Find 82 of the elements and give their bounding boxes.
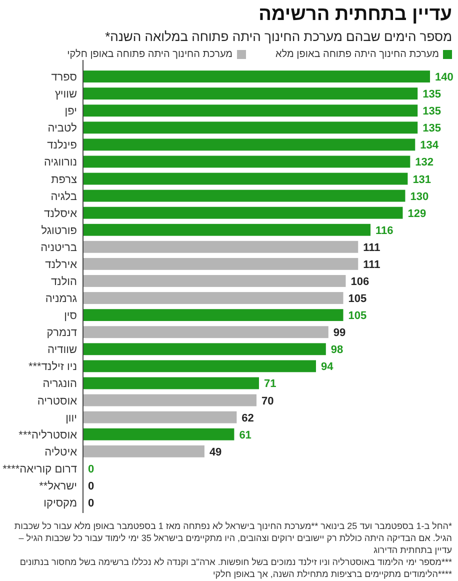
chart-subtitle: מספר הימים שבהם מערכת החינוך היתה פתוחה במלואה השנה*	[104, 29, 452, 44]
bar	[83, 156, 410, 168]
bar	[83, 377, 259, 390]
text: *החל ב-1 בספטמבר ועד 25 בינואר **מערכת החינוך בישראל לא נפתחה מאז 1 בספטמבר באופן מלא עבור כל שכבות הגיל. אם הבדיקה היתה כוללת רק יישובים ירוקים וצהובים, היו מתקיימים בישראל 35 ימי לימוד עבור כל שכבות הגיל – עדיין בתחתית הדירוג	[13, 520, 452, 556]
data-label: 0	[88, 480, 94, 492]
data-label: 132	[415, 156, 434, 169]
y-tick-label: גרמניה	[45, 293, 78, 306]
bar	[83, 104, 418, 117]
bar	[83, 326, 328, 338]
text: ***מספר ימי הלימוד באוסטרליה וניו זילנד נמוכים בשל חופשות. ארה"ב וקנדה לא נכללו ברשימה בשל מחסור בנתונים	[18, 556, 452, 568]
y-tick-label: לטביה	[48, 122, 78, 135]
y-tick-label: נורווגיה	[44, 156, 77, 169]
bar	[83, 224, 371, 236]
y-tick-label: הולנד	[50, 276, 78, 288]
y-tick-label: סין	[64, 310, 77, 322]
y-tick-label: בריטניה	[40, 242, 78, 254]
data-label: 131	[412, 174, 432, 186]
y-tick-label: איטליה	[44, 446, 78, 458]
data-label: 111	[363, 242, 380, 254]
bar	[83, 122, 418, 134]
y-tick-label: ספרד	[51, 72, 77, 84]
y-tick-label: ישראל**	[39, 480, 77, 492]
data-label: 106	[350, 276, 370, 288]
y-tick-label: מקסיקו	[44, 497, 77, 510]
bar	[83, 88, 418, 100]
bar	[83, 275, 346, 287]
bar	[83, 428, 234, 440]
data-label: 105	[348, 293, 367, 306]
y-tick-label: אירלנד	[45, 258, 78, 271]
bar	[83, 411, 237, 424]
bar	[83, 343, 326, 356]
data-label: 111	[363, 258, 380, 271]
legend-label: מערכת החינוך היתה פתוחה באופן חלקי	[67, 49, 234, 60]
y-tick-label: פורטוגל	[41, 224, 78, 237]
y-tick-label: יפן	[64, 106, 77, 118]
data-label: 129	[408, 208, 426, 220]
data-label: 0	[88, 497, 94, 510]
bar	[83, 360, 316, 372]
bar	[83, 190, 406, 202]
bar	[83, 394, 256, 406]
y-tick-label: דנמרק	[46, 327, 77, 340]
data-label: 140	[435, 72, 454, 84]
data-label: 71	[264, 378, 276, 390]
y-tick-label: יוון	[66, 412, 77, 424]
data-label: 116	[376, 224, 394, 237]
bar	[83, 206, 403, 219]
data-label: 105	[348, 310, 367, 322]
data-label: 135	[422, 88, 441, 101]
y-tick-label: אוסטריה	[37, 395, 78, 408]
data-label: 61	[239, 429, 252, 442]
bar	[83, 70, 430, 82]
chart-title: עדיין בתחתית הרשימה	[258, 4, 452, 26]
y-tick-label: שוודיה	[48, 344, 77, 356]
data-label: 135	[422, 122, 441, 135]
data-label: 49	[209, 446, 222, 458]
y-tick-label: דרום קוריאה****	[2, 463, 77, 476]
data-label: 134	[420, 140, 440, 152]
y-tick-label: איסלנד	[44, 208, 78, 220]
data-label: 70	[262, 395, 274, 408]
legend-label: מערכת החינוך היתה פתוחה באופן מלא	[276, 49, 440, 60]
data-label: 130	[410, 190, 429, 203]
data-label: 62	[242, 412, 254, 424]
data-label: 135	[422, 106, 441, 118]
bar	[83, 138, 416, 151]
bar	[83, 292, 344, 304]
data-label: 0	[88, 463, 94, 476]
y-tick-label: שוויץ	[54, 88, 77, 101]
data-label: 94	[320, 361, 334, 374]
bar	[83, 240, 358, 253]
y-tick-label: בלגיה	[50, 190, 78, 203]
bar	[83, 445, 204, 458]
data-label: 98	[330, 344, 344, 356]
bar	[83, 309, 344, 322]
y-tick-label: ניו זילנד***	[28, 361, 77, 374]
bar	[83, 172, 408, 185]
text: ****הלימודים מתקיימים ברציפות מתחילת השנה, אך באופן חלקי	[212, 568, 452, 580]
y-tick-label: הונגריה	[42, 378, 78, 390]
y-tick-label: צרפת	[51, 174, 77, 186]
bar	[83, 258, 358, 270]
y-tick-label: פינלנד	[47, 140, 78, 152]
y-tick-label: אוסטרליה***	[18, 429, 78, 442]
data-label: 99	[333, 327, 346, 340]
